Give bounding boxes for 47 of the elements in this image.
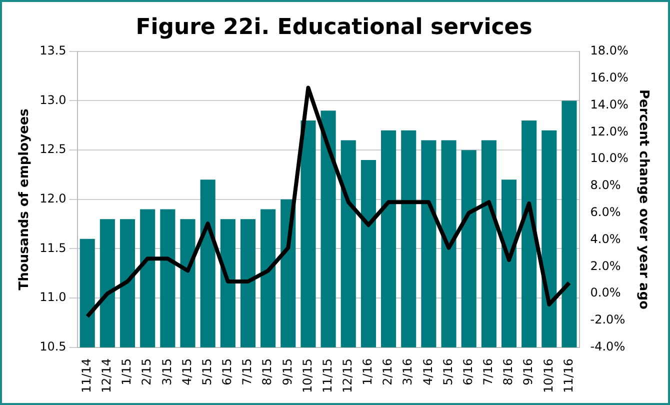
x-tick-label: 11/15 (320, 358, 334, 394)
x-tick-label: 8/15 (260, 358, 274, 386)
x-tick-label: 3/16 (400, 358, 415, 386)
x-tick-label: 4/15 (180, 358, 194, 386)
y2-tick-label: 16.0% (590, 70, 628, 84)
x-tick-label: 10/15 (300, 358, 314, 394)
y2-tick-label: 4.0% (590, 232, 621, 246)
x-tick-label: 5/16 (440, 358, 455, 386)
x-tick-label: 7/16 (481, 358, 496, 386)
y-tick-label: 11.5 (40, 240, 66, 255)
y-axis-title: Thousands of employees (17, 108, 32, 290)
y-tick-label: 10.5 (40, 340, 66, 354)
x-tick-label: 1/16 (360, 358, 375, 386)
x-tick-label: 4/16 (420, 358, 435, 386)
y-tick-label: 13.0 (40, 92, 66, 107)
x-tick-label: 1/15 (120, 358, 134, 386)
x-tick-label: 2/15 (140, 358, 154, 386)
y2-tick-label: 18.0% (590, 44, 628, 58)
y-tick-label: 12.5 (40, 142, 66, 156)
x-tick-label: 10/16 (541, 358, 556, 394)
y2-tick-label: -2.0% (590, 312, 626, 327)
y2-axis-title: Percent change over year ago (636, 89, 651, 310)
y2-tick-label: 8.0% (590, 178, 621, 192)
x-tick-label: 9/16 (521, 358, 536, 386)
chart-title: Figure 22i. Educational services (136, 14, 532, 40)
y2-tick-label: 14.0% (590, 97, 628, 112)
x-tick-label: 12/15 (340, 358, 354, 394)
y2-tick-label: 2.0% (590, 258, 621, 273)
x-tick-label: 2/16 (380, 358, 395, 386)
y-tick-label: 13.5 (40, 44, 66, 58)
x-tick-label: 6/16 (460, 358, 475, 386)
x-tick-label: 11/14 (79, 358, 94, 394)
x-tick-label: 11/16 (561, 358, 576, 394)
y2-tick-label: 12.0% (590, 124, 628, 138)
y-tick-label: 11.0 (40, 290, 66, 304)
x-tick-label: 9/15 (280, 358, 294, 386)
y2-tick-label: -4.0% (590, 340, 626, 354)
x-tick-label: 7/15 (240, 358, 254, 386)
x-tick-label: 5/15 (200, 358, 214, 386)
y-tick-label: 12.0 (40, 192, 66, 206)
x-tick-label: 3/15 (160, 358, 174, 386)
y2-tick-label: 0.0% (590, 286, 621, 300)
x-tick-label: 8/16 (501, 358, 516, 386)
y2-tick-label: 10.0% (590, 151, 628, 166)
x-tick-label: 6/15 (220, 358, 234, 386)
y2-tick-label: 6.0% (590, 204, 621, 219)
x-tick-label: 12/14 (100, 358, 114, 394)
